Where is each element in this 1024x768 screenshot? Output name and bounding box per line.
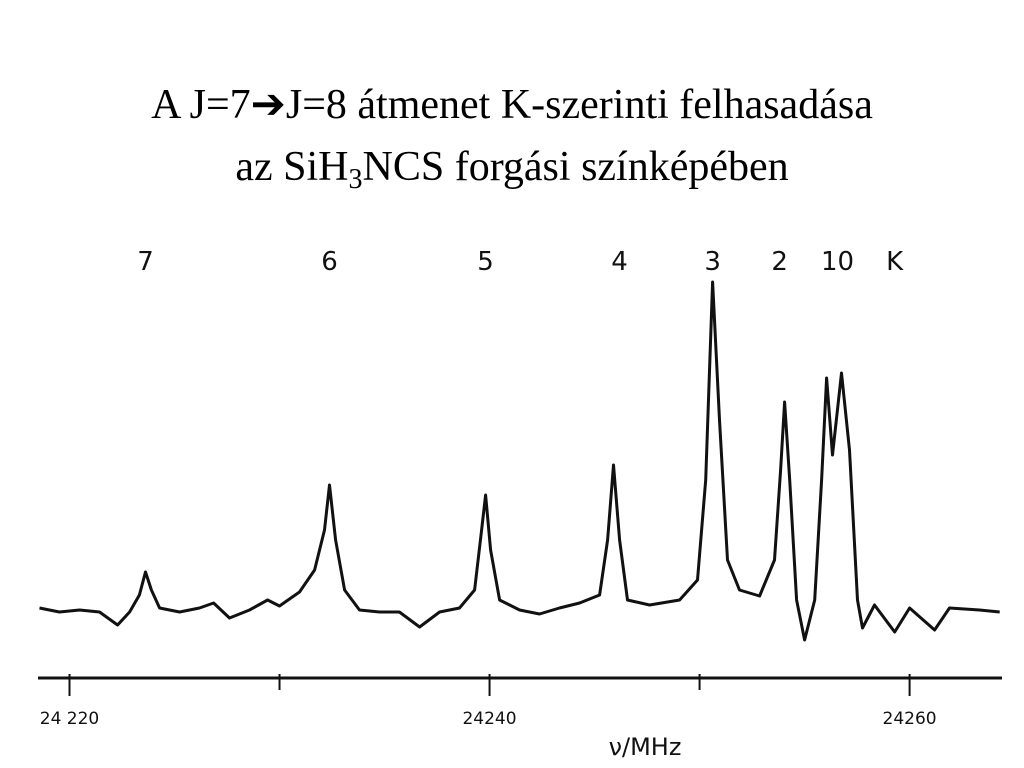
spectrum-line bbox=[39, 280, 1000, 642]
peak-label: K bbox=[886, 247, 904, 277]
subtitle-part: NCS forgási színképében bbox=[363, 144, 789, 190]
subtitle-sub: 3 bbox=[349, 164, 363, 195]
x-tick-label: 24260 bbox=[883, 709, 937, 729]
x-tick-label: 24240 bbox=[462, 709, 516, 729]
peak-label: 4 bbox=[611, 247, 628, 277]
peak-label: 7 bbox=[137, 247, 154, 277]
title: A J=7➔J=8 átmenet K-szerinti felhasadása bbox=[151, 82, 873, 128]
peak-label: 10 bbox=[821, 247, 854, 277]
subtitle-part: az SiH bbox=[235, 144, 348, 190]
peak-label: 2 bbox=[771, 247, 788, 277]
peak-label: 5 bbox=[477, 247, 494, 277]
x-tick-label: 24 220 bbox=[40, 709, 99, 729]
x-axis-label: ν/MHz bbox=[609, 733, 682, 761]
subtitle: az SiH3NCS forgási színképében bbox=[235, 144, 788, 195]
peak-label: 6 bbox=[321, 247, 338, 277]
peak-label: 3 bbox=[704, 247, 721, 277]
